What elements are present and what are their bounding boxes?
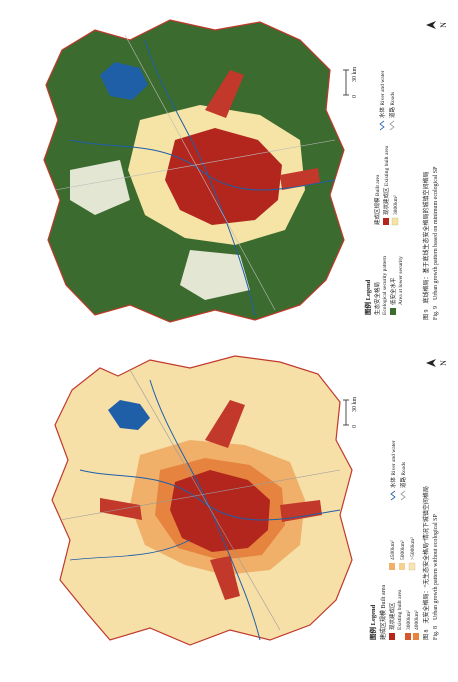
fig9-open-land-west xyxy=(70,160,130,215)
fig8-river-3 xyxy=(69,539,191,561)
fig9-swatch-low xyxy=(390,308,396,315)
fig8-north-arrow: N xyxy=(426,359,448,367)
fig8-legend-river: 水体 River and water xyxy=(389,440,397,488)
fig9-caption-en: Fig. 9 Urban growth pattern based on min… xyxy=(433,166,439,320)
fig9-legend-3800: 3800km² xyxy=(393,195,399,215)
fig8-swatch-4000 xyxy=(413,633,419,640)
fig9-swatch-3800 xyxy=(391,217,399,226)
fig8-legend-existing-en: Existing built area xyxy=(397,589,403,630)
fig9-scale-zero: 0 xyxy=(352,95,358,98)
fig9-north-arrow: N xyxy=(426,21,448,29)
fig8-caption-en: Fig. 8 Urban growth pattern without ecol… xyxy=(433,514,439,640)
fig8-swatch-gt5000 xyxy=(408,562,416,571)
fig9-legend-title: 图例 Legend xyxy=(363,279,372,315)
fig9-built-branch-north xyxy=(205,70,244,118)
fig9-road-1 xyxy=(54,139,336,191)
fig9-scale-bar: 0 30 km xyxy=(343,67,358,98)
fig8-legend: 图例 Legend 建成区规模 Built area 现状建成区 Existin… xyxy=(368,440,420,640)
fig9-existing-built-core xyxy=(165,128,282,225)
fig8-legend-existing-cn: 现状建成区 xyxy=(388,602,396,630)
fig9-caption-cn: 图 9 底线格局：基于底线生态安全格局的城镇空间格局 xyxy=(422,171,430,320)
fig9-river-2 xyxy=(144,39,256,316)
fig8-road-legend-icon xyxy=(400,490,406,501)
fig8-swatch-3000 xyxy=(405,633,411,640)
fig8-river-2 xyxy=(149,379,261,641)
fig8-river-legend-icon xyxy=(390,490,396,501)
fig8-road-2 xyxy=(129,369,281,631)
fig9-road-legend-icon xyxy=(389,120,395,131)
fig9-river-1 xyxy=(69,139,336,191)
fig8-built-branch-south xyxy=(210,556,240,600)
fig8-legend-title: 图例 Legend xyxy=(368,604,377,640)
fig9-legend-eco-title: 生态安全格局 xyxy=(373,282,381,315)
fig8-built-branch-north xyxy=(205,400,245,448)
fig9-map xyxy=(43,19,345,323)
fig8-legend-road: 道路 Roads xyxy=(399,462,407,488)
fig9-caption: 图 9 底线格局：基于底线生态安全格局的城镇空间格局 Fig. 9 Urban … xyxy=(422,166,439,320)
fig8-existing-built-core xyxy=(170,470,270,552)
fig8-legend-4000: 4000km² xyxy=(414,610,420,630)
fig8-legend-gt5000: >5000km² xyxy=(410,537,416,560)
fig8-swatch-existing xyxy=(389,633,395,640)
fig8-built-branch-east xyxy=(280,500,322,522)
fig8-caption: 图 8 无安全格局：“无生态安全格局”情况下城镇空间格局 Fig. 8 Urba… xyxy=(422,486,439,640)
fig9-legend-river: 水体 River and water xyxy=(378,70,386,118)
figure-8: N 0 30 km 图例 Legend 建成区规模 Built area 现状建… xyxy=(51,355,448,646)
fig8-river-1 xyxy=(79,469,341,521)
fig8-reservoir xyxy=(108,400,150,430)
fig9-legend-existing: 现状建成区 Existing built area xyxy=(382,145,390,215)
fig9-open-land-south xyxy=(180,250,250,300)
fig8-legend-5000: 5000km² xyxy=(400,540,406,560)
fig8-swatch-4500 xyxy=(389,563,395,570)
fig8-caption-cn: 图 8 无安全格局：“无生态安全格局”情况下城镇空间格局 xyxy=(422,486,430,640)
fig8-scale-bar: 0 30 km xyxy=(343,397,358,428)
fig8-north-label: N xyxy=(439,360,448,366)
fig8-legend-3000: 3000km² xyxy=(406,610,412,630)
fig9-legend: 图例 Legend 生态安全格局 Ecological security pat… xyxy=(363,70,404,315)
fig8-legend-builtup-title: 建成区规模 Built area xyxy=(379,585,387,640)
fig9-legend-low-en: Area at lower security xyxy=(398,256,404,305)
fig8-swatch-5000 xyxy=(399,563,405,570)
fig9-north-label: N xyxy=(439,22,448,28)
fig9-swatch-existing xyxy=(383,218,389,225)
figure-9: N 0 30 km 图例 Legend 生态安全格局 Ecological se… xyxy=(43,19,448,323)
fig8-road-1 xyxy=(59,469,341,521)
fig9-legend-eco-en: Ecological security pattern xyxy=(382,256,388,315)
fig9-legend-road: 道路 Roads xyxy=(388,92,396,118)
fig9-river-legend-icon xyxy=(379,120,385,131)
fig8-scale-30km: 30 km xyxy=(352,397,358,413)
fig8-map xyxy=(51,355,353,646)
fig8-legend-4500: 4500km² xyxy=(390,540,396,560)
fig8-scale-zero: 0 xyxy=(352,425,358,428)
fig9-scale-30km: 30 km xyxy=(352,67,358,83)
fig9-reservoir xyxy=(100,62,148,100)
fig9-legend-builtup-title: 建成区规模 Built area xyxy=(373,174,381,225)
fig9-road-2 xyxy=(124,34,276,311)
fig9-legend-low-cn: 低安全水平 xyxy=(389,277,397,305)
